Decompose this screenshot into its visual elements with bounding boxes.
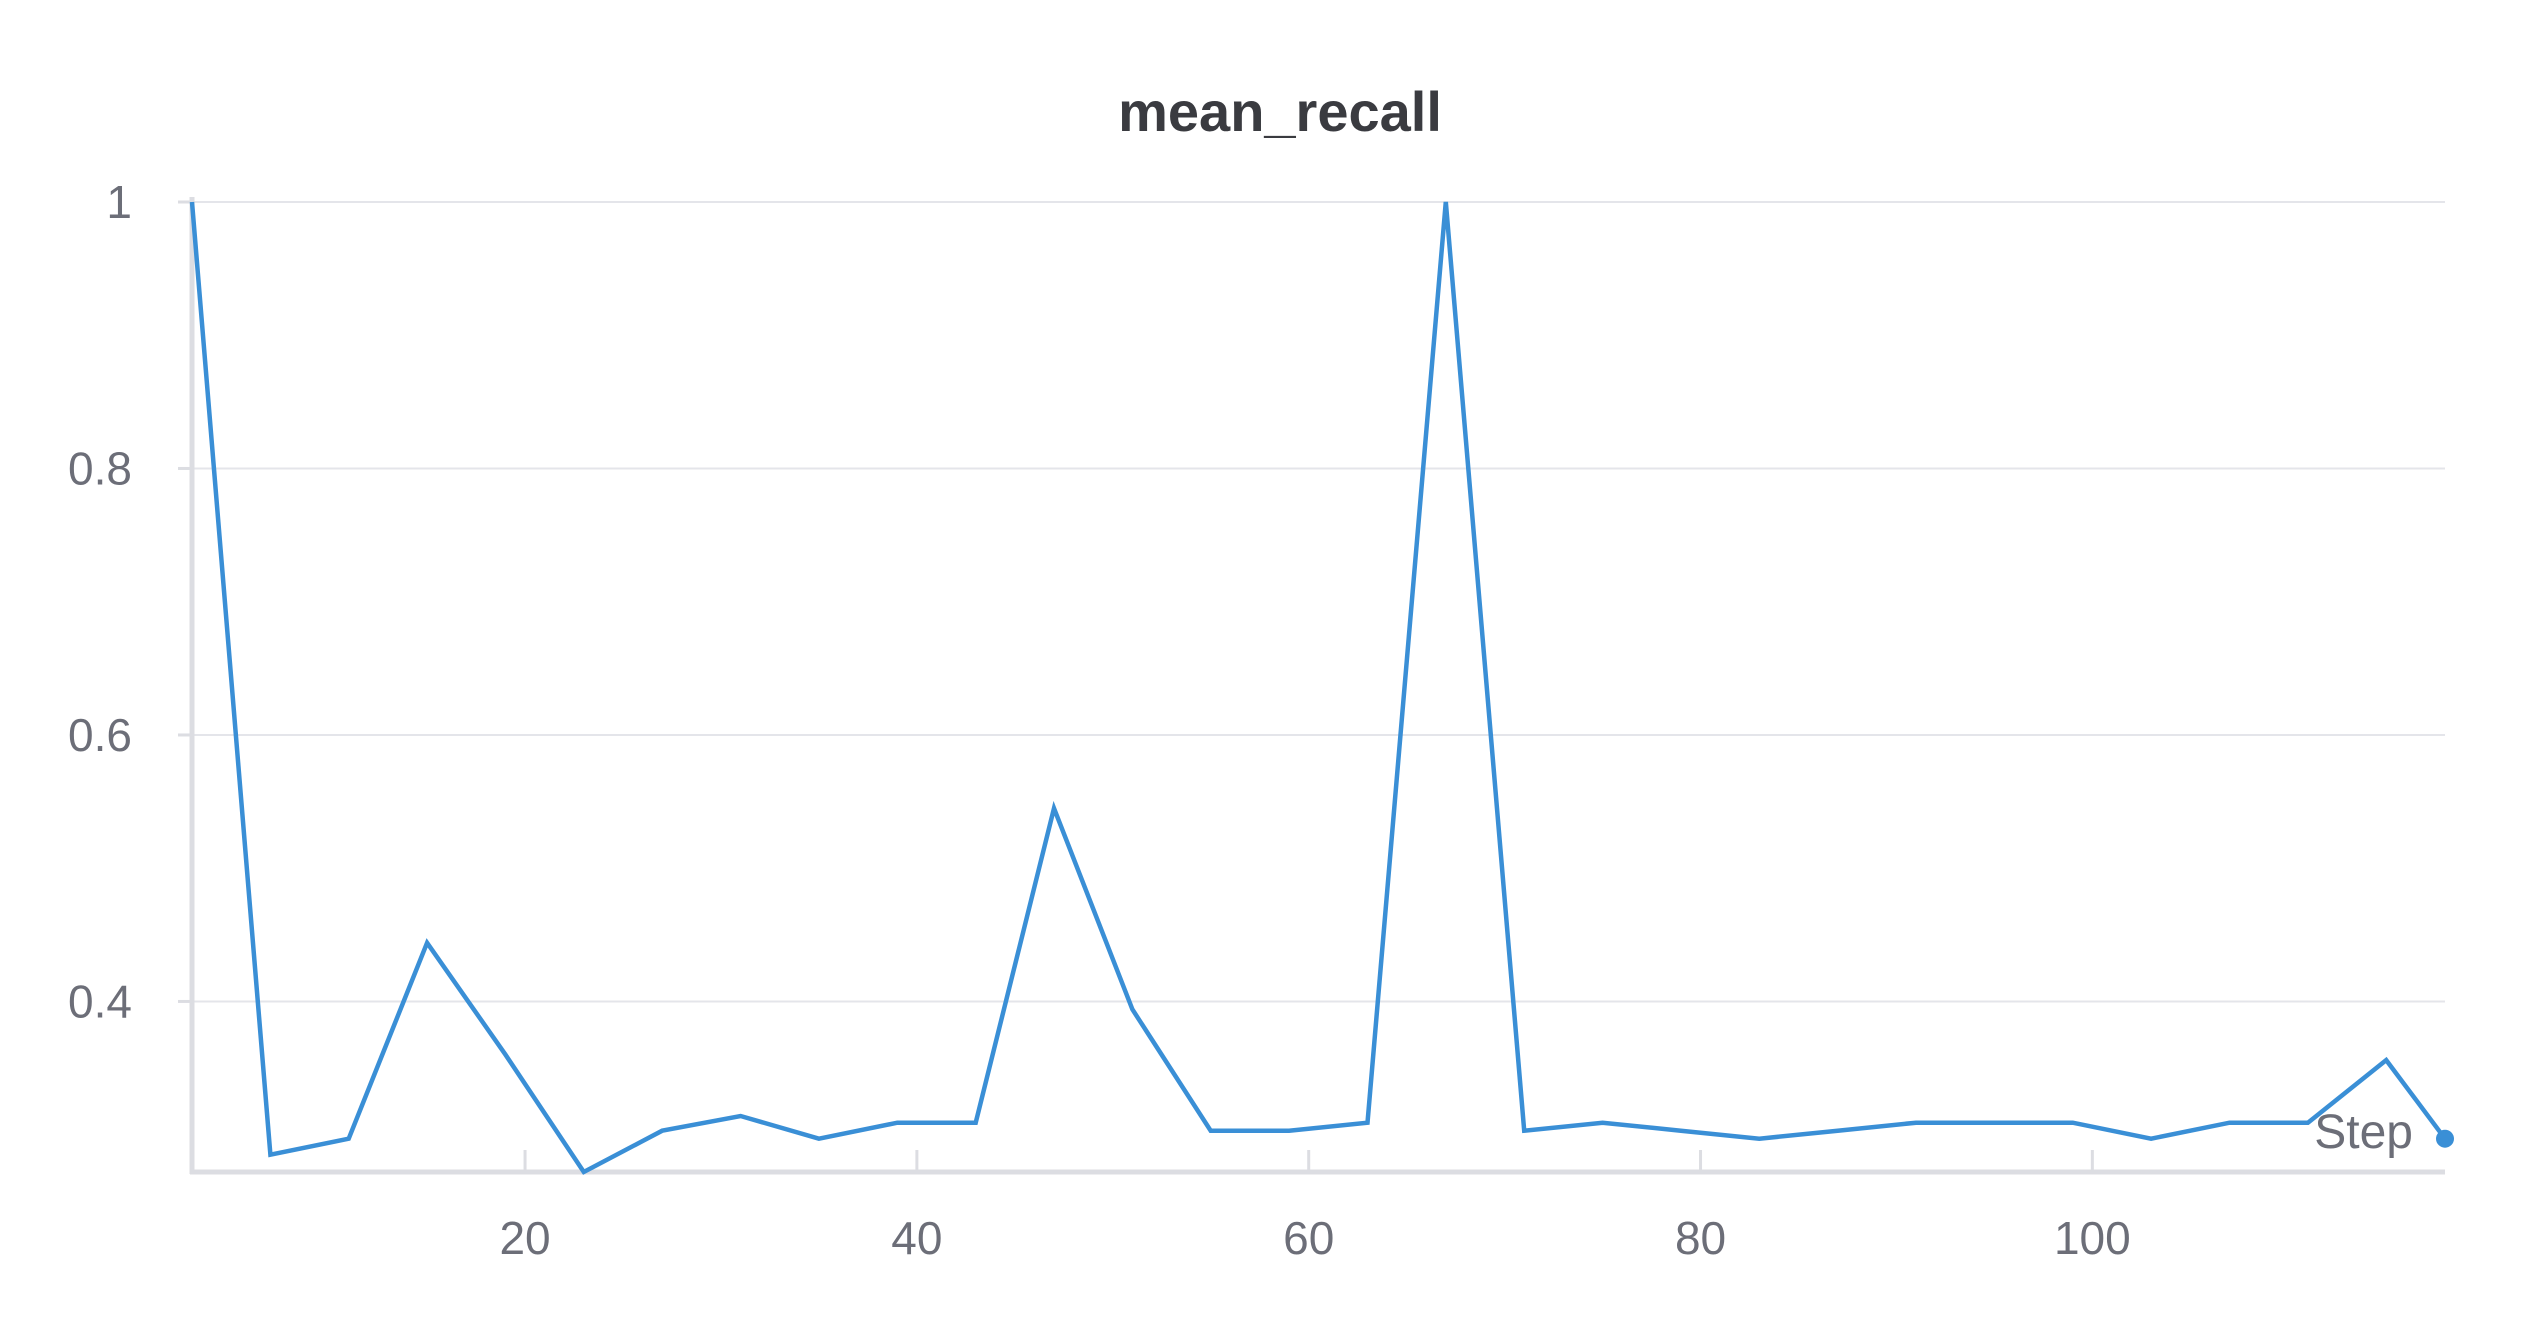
chart-title: mean_recall (1118, 80, 1442, 143)
axes: 0.4 0.6 0.8 1 20 40 60 80 100 (68, 176, 2445, 1264)
gridlines (192, 201, 2445, 1003)
y-tick-label: 0.8 (68, 442, 132, 494)
series-layer (189, 201, 2454, 1175)
x-axis-label: Step (2314, 1106, 2413, 1159)
series-line (189, 201, 2447, 1175)
x-tick-label: 80 (1675, 1212, 1726, 1264)
x-tick-label: 100 (2054, 1212, 2131, 1264)
y-tick-label: 1 (106, 176, 132, 228)
y-tick-label: 0.4 (68, 975, 132, 1027)
x-tick-label: 60 (1283, 1212, 1334, 1264)
last-point-marker (2436, 1129, 2454, 1148)
x-tick-label: 40 (891, 1212, 942, 1264)
y-tick-label: 0.6 (68, 709, 132, 761)
x-tick-label: 20 (499, 1212, 550, 1264)
